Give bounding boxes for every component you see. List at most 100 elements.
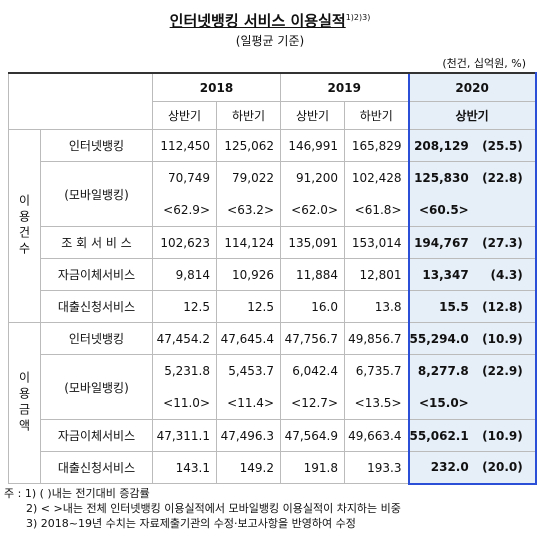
row-label: 자금이체서비스 [40,419,153,452]
value: 232.0 [430,460,469,475]
cell: 91,200 <62.0> [280,161,345,227]
pair: 125,830 (22.8) [410,162,529,194]
value: 49,663.4 [348,428,402,443]
cell: 70,749 <62.9> [152,161,217,227]
value: 47,454.2 [156,331,210,346]
cell: 12,801 [344,258,409,291]
cell: 55,294.0 (10.9) [407,322,537,355]
value: 12.5 [247,299,274,314]
cell: 9,814 [152,258,217,291]
cell: 10,926 [216,258,281,291]
share: <62.0> [291,203,338,217]
half: 상반기 [280,101,345,130]
pair: <60.5> [410,194,529,226]
change: (22.8) [482,171,523,185]
note-text: 2) < >내는 전체 인터넷뱅킹 이용실적에서 모바일뱅킹 이용실적이 차지하… [26,502,401,515]
data-row: 자금이체서비스 9,814 10,926 11,884 12,801 13,347 (4.3… [9,258,537,291]
group-label: 이용건수 [8,129,41,323]
cell: 153,014 [344,226,409,259]
cell: 79,022 <63.2> [216,161,281,227]
half: 상반기 [152,101,217,130]
cell: 12.5 [152,290,217,323]
cell: 208,129 (25.5) [407,129,537,162]
value: 9,814 [175,267,210,282]
cell: 135,091 [280,226,345,259]
pair: 13,347 (4.3) [410,268,529,282]
pair: 55,062.1 (10.9) [410,429,529,443]
header-row: 2018 2019 2020 [8,72,537,130]
value: 79,022 [232,171,274,185]
note-lead: 주 : [4,487,22,500]
cell: 13,347 (4.3) [407,258,537,291]
value: 47,756.7 [284,331,338,346]
cell: 49,856.7 [344,322,409,355]
change: (10.9) [482,428,523,443]
value: 149.2 [239,460,274,475]
value: 8,277.8 [417,364,469,378]
value: 12,801 [359,267,402,282]
cell-line: 5,453.7 [217,355,274,387]
change: (4.3) [490,267,523,282]
cell: 232.0 (20.0) [407,451,537,485]
value: 13.8 [374,299,402,314]
value: 125,062 [224,138,274,153]
cell: 47,454.2 [152,322,217,355]
corner [8,72,153,130]
cell: 47,645.4 [216,322,281,355]
pair: <15.0> [410,387,529,419]
value: 10,926 [232,267,274,282]
value: 47,311.1 [156,428,210,443]
value: 12.5 [183,299,210,314]
cell: 194,767 (27.3) [407,226,537,259]
row-label: 대출신청서비스 [40,290,153,323]
pair: 208,129 (25.5) [410,139,529,153]
value: 47,496.3 [220,428,274,443]
cell: 5,231.8 <11.0> [152,354,217,420]
half: 상반기 [407,101,537,130]
cell: 12.5 [216,290,281,323]
pair: 194,767 (27.3) [410,236,529,250]
spacer [481,387,523,419]
data-row: (모바일뱅킹) 70,749 <62.9> 79,022 <63.2> 91,200 <62… [9,161,537,227]
row-label: (모바일뱅킹) [40,161,153,227]
year: 2019 [280,72,409,102]
value: 193.3 [367,460,402,475]
value: 165,829 [351,138,402,153]
data-row: 대출신청서비스 12.5 12.5 16.0 13.8 15.5 (12.8) [9,290,537,323]
cell: 114,124 [216,226,281,259]
cell-line: 6,735.7 [345,355,402,387]
cell: 6,042.4 <12.7> [280,354,345,420]
cell: 191.8 [280,451,345,484]
title: 인터넷뱅킹 서비스 이용실적1)2)3) [0,10,540,31]
data-row: 이용건수 인터넷뱅킹 112,450 125,062 146,991 165,829 208… [8,129,537,323]
cell: 125,062 [216,129,281,162]
value: 135,091 [288,235,338,250]
value: 15.5 [439,299,469,314]
share: <62.9> [163,203,210,217]
cell-line: 70,749 [153,162,210,194]
cell-line: 91,200 [281,162,338,194]
cell: 49,663.4 [344,419,409,452]
row-label: (모바일뱅킹) [40,354,153,420]
change: (10.9) [482,331,523,346]
value: 5,231.8 [164,364,210,378]
note: 주 : 1) ( )내는 전기대비 증감률 [4,486,401,501]
cell: 11,884 [280,258,345,291]
share: <12.7> [291,396,338,410]
cell-line: 8,277.8 (22.9) [410,355,529,387]
share: <61.8> [354,203,402,217]
value: 11,884 [296,267,338,282]
cell: 143.1 [152,451,217,484]
cell: 16.0 [280,290,345,323]
pair: 15.5 (12.8) [410,300,529,314]
value: 146,991 [288,138,338,153]
note: 2) < >내는 전체 인터넷뱅킹 이용실적에서 모바일뱅킹 이용실적이 차지하… [4,501,401,516]
value: 153,014 [351,235,402,250]
value: 55,294.0 [409,331,469,346]
cell: 55,062.1 (10.9) [407,419,537,452]
value: 6,735.7 [355,364,402,378]
header-row: 상반기 하반기 상반기 하반기 상반기 [9,101,537,130]
row-label: 인터넷뱅킹 [40,129,153,162]
data-row: 대출신청서비스 143.1 149.2 191.8 193.3 232.0 (20.0) [9,451,537,485]
note: 3) 2018~19년 수치는 자료제출기관의 수정·보고사항을 반영하여 수정 [4,516,401,531]
